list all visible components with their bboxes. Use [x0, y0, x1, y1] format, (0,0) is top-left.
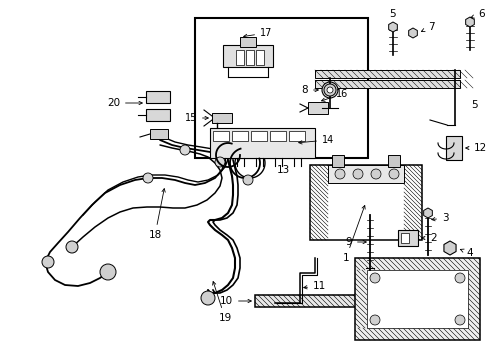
Circle shape [353, 169, 363, 179]
Text: 16: 16 [321, 89, 348, 102]
Bar [308, 102, 328, 114]
Circle shape [324, 84, 336, 96]
Bar [355, 328, 480, 340]
Polygon shape [315, 80, 460, 88]
Circle shape [214, 133, 220, 139]
Circle shape [327, 87, 333, 93]
Circle shape [215, 157, 225, 167]
Bar [195, 18, 368, 158]
Circle shape [455, 273, 465, 283]
Bar [404, 165, 422, 240]
Circle shape [371, 169, 381, 179]
Text: 5: 5 [390, 9, 396, 19]
Bar [332, 155, 344, 167]
Circle shape [327, 87, 333, 93]
Bar [355, 258, 480, 270]
Text: 4: 4 [460, 248, 473, 258]
Bar [236, 50, 244, 65]
Circle shape [455, 315, 465, 325]
Text: 9: 9 [345, 237, 367, 247]
Bar [398, 230, 418, 246]
Text: 7: 7 [421, 22, 435, 32]
Text: 11: 11 [304, 281, 326, 291]
Bar [310, 165, 422, 240]
Circle shape [370, 315, 380, 325]
Text: 1: 1 [343, 206, 365, 263]
Circle shape [243, 175, 253, 185]
Bar [251, 131, 267, 141]
Bar [355, 270, 367, 328]
Circle shape [100, 264, 116, 280]
Circle shape [42, 256, 54, 268]
Bar [446, 136, 462, 160]
Circle shape [335, 169, 345, 179]
Circle shape [370, 273, 380, 283]
Text: 10: 10 [220, 296, 251, 306]
Bar [401, 233, 409, 243]
Text: 13: 13 [276, 165, 290, 175]
Text: 6: 6 [471, 9, 485, 19]
Bar [310, 165, 328, 240]
Text: 17: 17 [244, 28, 272, 38]
Bar [146, 109, 170, 121]
Bar [355, 258, 480, 340]
Text: 19: 19 [213, 282, 232, 323]
Bar [212, 113, 232, 123]
Text: 20: 20 [107, 98, 142, 108]
Bar [150, 129, 168, 139]
Bar [328, 165, 404, 183]
Bar [388, 155, 400, 167]
Text: 14: 14 [299, 135, 334, 145]
Circle shape [322, 82, 338, 98]
Text: 8: 8 [301, 85, 319, 95]
Bar [223, 45, 273, 67]
Polygon shape [315, 70, 460, 78]
Bar [210, 128, 315, 158]
Text: 5: 5 [471, 100, 478, 110]
Bar [270, 131, 286, 141]
Text: 2: 2 [422, 233, 437, 243]
Bar [255, 295, 365, 307]
Circle shape [201, 291, 215, 305]
Bar [468, 270, 480, 328]
Bar [232, 131, 248, 141]
Circle shape [66, 241, 78, 253]
Circle shape [180, 145, 190, 155]
Circle shape [143, 173, 153, 183]
Circle shape [389, 169, 399, 179]
Bar [256, 50, 264, 65]
Bar [240, 37, 256, 47]
Bar [367, 270, 468, 328]
Text: 12: 12 [466, 143, 487, 153]
Bar [255, 295, 365, 307]
Text: 18: 18 [148, 189, 165, 240]
Bar [213, 131, 229, 141]
Bar [289, 131, 305, 141]
Bar [246, 50, 254, 65]
Bar [146, 91, 170, 103]
Text: 15: 15 [185, 113, 208, 123]
Text: 3: 3 [432, 213, 449, 223]
